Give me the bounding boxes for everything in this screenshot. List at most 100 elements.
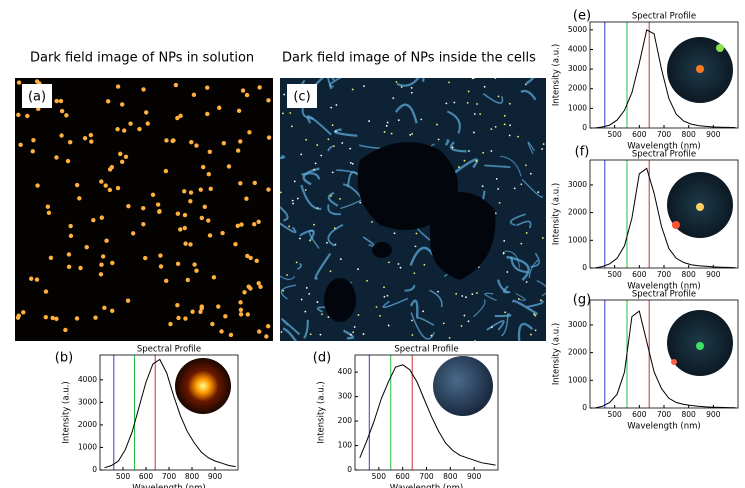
nanoparticle bbox=[50, 315, 55, 321]
nanoparticle bbox=[458, 166, 460, 168]
nanoparticle bbox=[383, 295, 386, 298]
nanoparticle bbox=[483, 85, 486, 88]
nanoparticle bbox=[125, 298, 131, 303]
x-tick-label: 800 bbox=[682, 270, 697, 279]
nanoparticle bbox=[316, 301, 319, 303]
nanoparticle bbox=[89, 139, 94, 144]
nanoparticle bbox=[331, 124, 334, 127]
nanoparticle bbox=[495, 178, 498, 180]
nanoparticle bbox=[115, 126, 120, 132]
membrane bbox=[308, 229, 320, 249]
membrane bbox=[500, 313, 509, 337]
nanoparticle bbox=[257, 85, 262, 90]
nanoparticle bbox=[327, 316, 330, 319]
nanoparticle bbox=[490, 326, 493, 329]
membrane bbox=[297, 262, 302, 270]
membrane bbox=[422, 78, 425, 82]
y-tick-label: 4000 bbox=[78, 375, 97, 384]
nanoparticle bbox=[48, 255, 54, 260]
nanoparticle bbox=[99, 179, 104, 184]
nanoparticle bbox=[420, 118, 423, 121]
cell-texture bbox=[280, 78, 546, 341]
nanoparticle bbox=[490, 128, 493, 131]
membrane bbox=[280, 284, 296, 300]
x-tick-label: 700 bbox=[657, 130, 672, 139]
nanoparticle bbox=[313, 168, 315, 171]
inset-spot bbox=[671, 359, 677, 365]
x-tick-label: 600 bbox=[396, 472, 411, 481]
nanoparticle bbox=[208, 186, 213, 192]
nanoparticle bbox=[238, 300, 243, 305]
nanoparticle bbox=[291, 199, 294, 202]
nanoparticle bbox=[290, 125, 293, 128]
y-axis-label: Intensity (a.u.) bbox=[552, 323, 562, 385]
nanoparticle bbox=[502, 252, 505, 255]
nanoparticle bbox=[256, 281, 261, 286]
nanoparticle bbox=[265, 324, 271, 329]
nanoparticle bbox=[58, 98, 64, 104]
nanoparticle bbox=[84, 244, 89, 250]
nanoparticle bbox=[392, 97, 395, 100]
nanoparticle bbox=[256, 219, 261, 224]
nanoparticle bbox=[188, 199, 193, 204]
nanoparticle bbox=[141, 222, 146, 227]
nanoparticle bbox=[206, 171, 212, 177]
nanoparticle bbox=[282, 112, 284, 115]
nanoparticle bbox=[107, 167, 113, 172]
nanoparticle bbox=[64, 113, 69, 118]
nanoparticle bbox=[240, 88, 246, 93]
nanoparticle bbox=[506, 271, 509, 273]
nanoparticle bbox=[520, 183, 523, 186]
nanoparticle bbox=[319, 333, 322, 336]
nanoparticle bbox=[54, 316, 59, 322]
nanoparticle bbox=[207, 149, 213, 154]
nanoparticle bbox=[264, 334, 269, 339]
nanoparticle bbox=[520, 242, 523, 245]
panel-label: (f) bbox=[575, 145, 590, 160]
membrane bbox=[509, 213, 526, 226]
nanoparticle bbox=[157, 209, 162, 214]
plot-frame bbox=[354, 354, 499, 471]
nanoparticle bbox=[119, 102, 125, 107]
nanoparticle bbox=[257, 329, 262, 334]
nanoparticle bbox=[28, 276, 34, 281]
nanoparticle bbox=[503, 239, 506, 242]
nanoparticle bbox=[248, 255, 253, 261]
nanoparticle bbox=[479, 113, 482, 116]
chart-title: Spectral Profile bbox=[632, 290, 696, 300]
nanoparticle bbox=[390, 132, 393, 135]
nanoparticle bbox=[289, 112, 292, 114]
nanoparticle bbox=[103, 183, 108, 188]
nanoparticle bbox=[266, 187, 271, 192]
nanoparticle bbox=[115, 84, 121, 89]
membrane bbox=[306, 115, 332, 136]
y-tick-label: 2000 bbox=[568, 208, 587, 217]
caption: Dark field image of NPs in solution bbox=[30, 51, 254, 66]
nanoparticle bbox=[158, 253, 163, 258]
nanoparticle bbox=[411, 334, 414, 336]
nanoparticle bbox=[175, 211, 181, 216]
nanoparticle bbox=[16, 112, 21, 118]
nanoparticle bbox=[295, 261, 298, 264]
nanoparticle bbox=[534, 329, 537, 332]
nanoparticle bbox=[455, 292, 458, 295]
nanoparticle bbox=[68, 223, 73, 229]
membrane bbox=[429, 289, 443, 308]
nanoparticle bbox=[497, 95, 500, 98]
y-tick-label: 4000 bbox=[568, 44, 587, 53]
nanoparticle bbox=[30, 149, 35, 154]
membrane bbox=[300, 184, 322, 210]
nanoparticle bbox=[517, 298, 520, 300]
nanoparticle bbox=[59, 108, 65, 114]
nanoparticle bbox=[238, 181, 243, 186]
x-tick-label: 800 bbox=[443, 472, 458, 481]
membrane bbox=[517, 322, 534, 341]
nanoparticle bbox=[386, 121, 389, 124]
nanoparticle bbox=[126, 203, 131, 209]
membrane bbox=[327, 78, 335, 90]
x-tick-label: 700 bbox=[162, 472, 177, 481]
membrane bbox=[482, 93, 504, 104]
nanoparticle bbox=[137, 126, 142, 132]
y-tick-label: 0 bbox=[582, 403, 587, 412]
nanoparticle bbox=[503, 123, 506, 126]
